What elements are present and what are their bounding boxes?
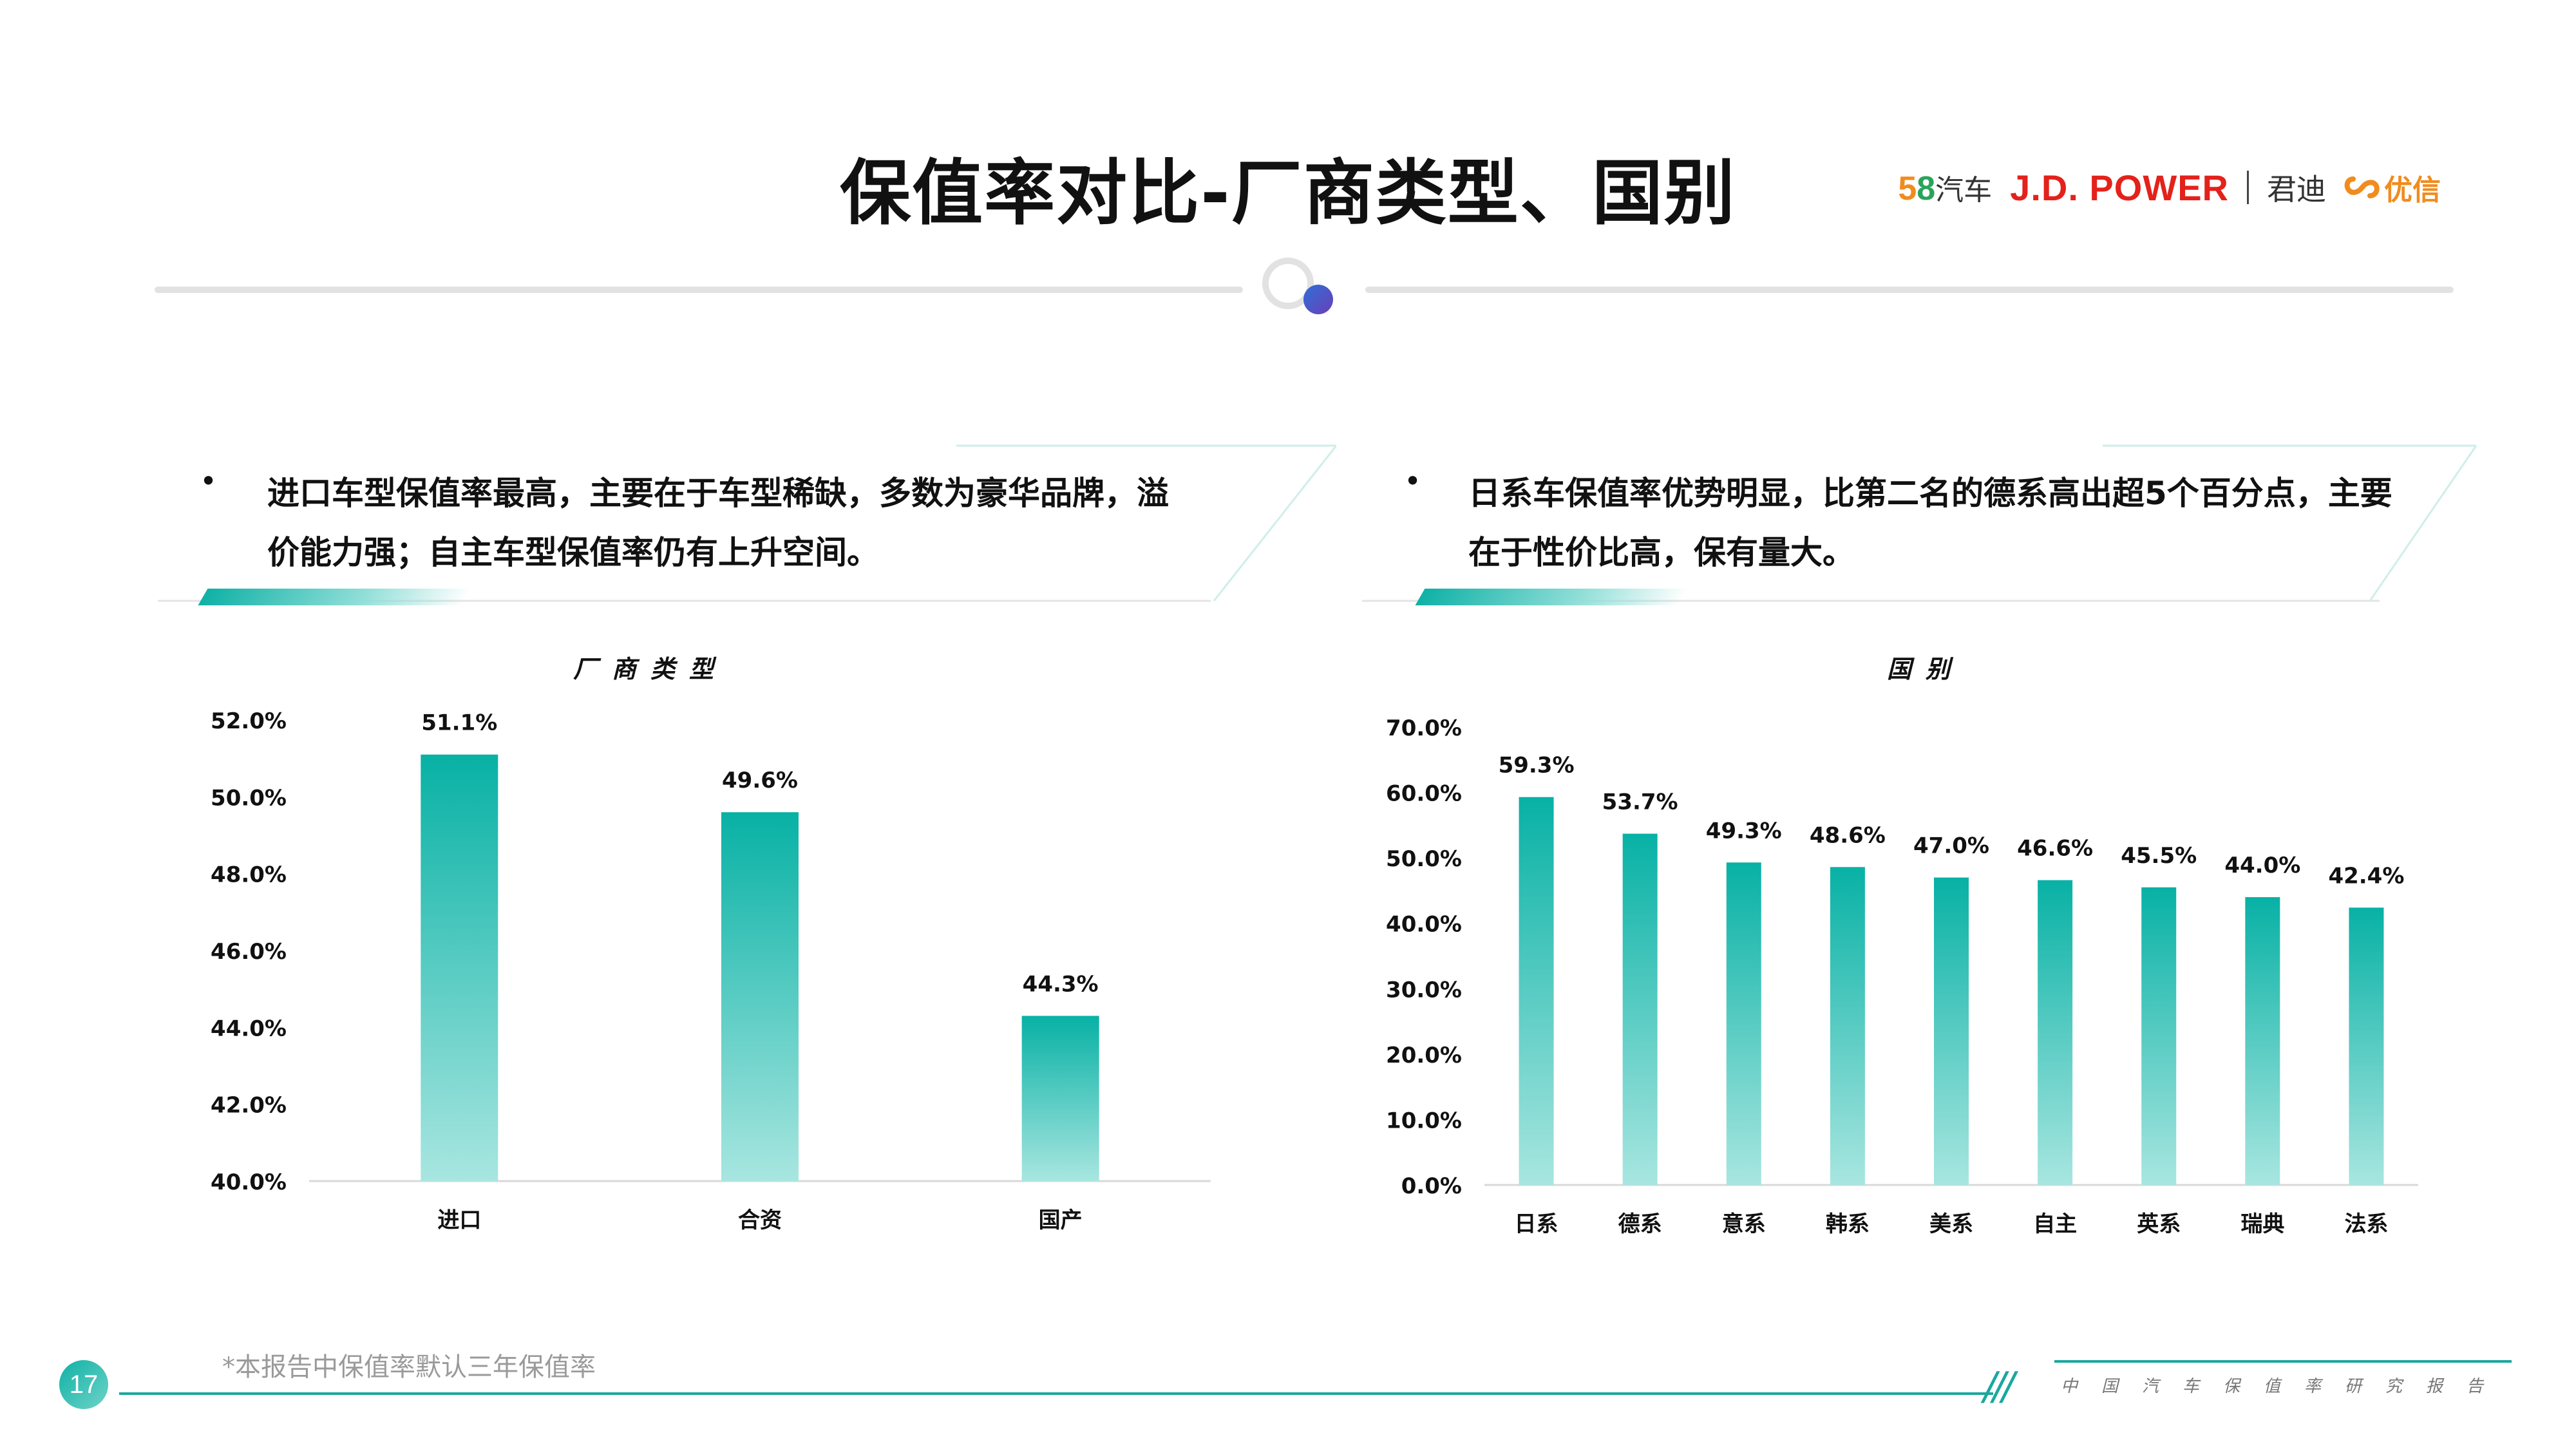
- chart2-data-label: 59.3%: [1499, 753, 1575, 779]
- chart1-bar: [421, 754, 498, 1181]
- chart2-data-label: 53.7%: [1602, 790, 1678, 815]
- note-right-line2: 在于性价比高，保有量大。: [1468, 534, 1855, 571]
- note-left-line1: 进口车型保值率最高，主要在于车型稀缺，多数为豪华品牌，溢: [267, 475, 1169, 512]
- chart2-x-tick-label: 意系: [1722, 1211, 1766, 1237]
- note-box-right: • 日系车保值率优势明显，比第二名的德系高出超5个百分点，主要 在于性价比高，保…: [1362, 444, 2541, 605]
- chart1-bar: [721, 812, 799, 1181]
- chart2-y-tick-label: 60.0%: [1386, 781, 1462, 807]
- footer-line-right: [2054, 1360, 2512, 1363]
- chart2-title: 国别: [1887, 655, 1965, 683]
- chart2-x-tick-label: 德系: [1618, 1211, 1662, 1237]
- chart2-x-tick-label: 自主: [2033, 1211, 2077, 1237]
- note-box-left: • 进口车型保值率最高，主要在于车型稀缺，多数为豪华品牌，溢 价能力强；自主车型…: [158, 444, 1336, 605]
- chart2-bar: [2245, 897, 2280, 1185]
- logo-jdpower: J.D. POWER: [2010, 167, 2229, 208]
- chart2-bar: [1830, 867, 1865, 1185]
- header-divider-right: [1365, 287, 2454, 293]
- chart1-bar: [1021, 1016, 1099, 1181]
- chart2-bar: [1519, 797, 1554, 1185]
- chart2-x-tick-label: 英系: [2137, 1211, 2181, 1237]
- chart1-y-tick-label: 46.0%: [211, 939, 287, 965]
- page-number-badge: 17: [59, 1360, 108, 1409]
- divider-dot-icon: [1303, 285, 1333, 314]
- note-right-text: 日系车保值率优势明显，比第二名的德系高出超5个百分点，主要 在于性价比高，保有量…: [1468, 464, 2392, 582]
- footer-brand: 中国汽车保值率研究报告: [2061, 1377, 2508, 1396]
- chart2-data-label: 49.3%: [1706, 818, 1782, 844]
- chart2-bar: [2141, 887, 2177, 1185]
- chart2-y-tick-label: 20.0%: [1386, 1043, 1462, 1068]
- chart1-data-label: 51.1%: [421, 710, 497, 736]
- logo-58-text: 汽车: [1935, 175, 1993, 206]
- footer-slashes: ///: [1984, 1364, 2015, 1409]
- chart1-y-tick-label: 48.0%: [211, 862, 287, 888]
- chart1-y-tick-label: 52.0%: [211, 708, 287, 734]
- chart2-y-tick-label: 40.0%: [1386, 912, 1462, 938]
- header-divider-left: [155, 287, 1243, 293]
- chart2-data-label: 46.6%: [2017, 836, 2093, 862]
- logo-youxin-text: 优信: [2384, 175, 2441, 206]
- chart1-x-tick-label: 合资: [738, 1208, 782, 1233]
- chart2-data-label: 45.5%: [2121, 843, 2197, 869]
- page-title: 保值率对比-厂商类型、国别: [840, 152, 1736, 234]
- logo-58-digit-5: 5: [1898, 170, 1917, 207]
- footnote: *本报告中保值率默认三年保值率: [222, 1352, 596, 1382]
- note-right-line1: 日系车保值率优势明显，比第二名的德系高出超5个百分点，主要: [1468, 475, 2392, 512]
- chart1-y-tick-label: 40.0%: [211, 1170, 287, 1195]
- chart2-data-label: 48.6%: [1810, 822, 1886, 848]
- chart2-bar: [1726, 862, 1761, 1185]
- chart2-y-tick-label: 50.0%: [1386, 846, 1462, 872]
- chart2-x-tick-label: 美系: [1929, 1211, 1973, 1237]
- note-left-text: 进口车型保值率最高，主要在于车型稀缺，多数为豪华品牌，溢 价能力强；自主车型保值…: [267, 464, 1169, 582]
- chart2-data-label: 44.0%: [2224, 853, 2300, 878]
- logo-58-auto: 58汽车: [1898, 167, 1992, 208]
- chart2-y-tick-label: 0.0%: [1401, 1173, 1462, 1199]
- chart1-x-tick-label: 国产: [1039, 1208, 1083, 1233]
- chart2-data-label: 47.0%: [1913, 833, 1989, 859]
- logo-strip: 58汽车 J.D. POWER 君迪 优信: [1898, 166, 2441, 209]
- logo-youxin: 优信: [2344, 167, 2441, 208]
- note-left-bullet: •: [200, 464, 218, 498]
- chart2-x-tick-label: 瑞典: [2240, 1211, 2284, 1237]
- chart1-y-tick-label: 44.0%: [211, 1016, 287, 1041]
- chart2-x-tick-label: 法系: [2344, 1211, 2388, 1237]
- logo-jundi: 君迪: [2267, 173, 2326, 206]
- logo-separator: [2247, 171, 2249, 204]
- chart2-bar: [2038, 880, 2073, 1185]
- chart1-data-label: 44.3%: [1023, 971, 1099, 997]
- chart1-title: 厂商类型: [573, 655, 728, 683]
- chart2-data-label: 42.4%: [2328, 863, 2404, 889]
- chart1-data-label: 49.6%: [722, 768, 798, 793]
- chart2-bar: [1934, 877, 1969, 1185]
- footer-line: [119, 1392, 1993, 1395]
- logo-58-digit-8: 8: [1917, 170, 1936, 207]
- note-left-line2: 价能力强；自主车型保值率仍有上升空间。: [267, 534, 879, 571]
- chart2-x-tick-label: 日系: [1515, 1211, 1558, 1237]
- chart2-x-tick-label: 韩系: [1826, 1211, 1870, 1237]
- chart2-y-tick-label: 70.0%: [1386, 715, 1462, 741]
- chart2-y-tick-label: 30.0%: [1386, 977, 1462, 1003]
- note-right-bullet: •: [1404, 464, 1422, 498]
- chart1-y-tick-label: 50.0%: [211, 785, 287, 811]
- chart1-x-tick-label: 进口: [437, 1208, 481, 1233]
- chart2-bar: [2349, 907, 2384, 1185]
- chart2-bar: [1622, 833, 1658, 1185]
- divider-ring-icon: [1262, 258, 1314, 309]
- chart2-y-tick-label: 10.0%: [1386, 1108, 1462, 1133]
- youxin-mark-icon: [2344, 176, 2380, 198]
- chart1-y-tick-label: 42.0%: [211, 1093, 287, 1119]
